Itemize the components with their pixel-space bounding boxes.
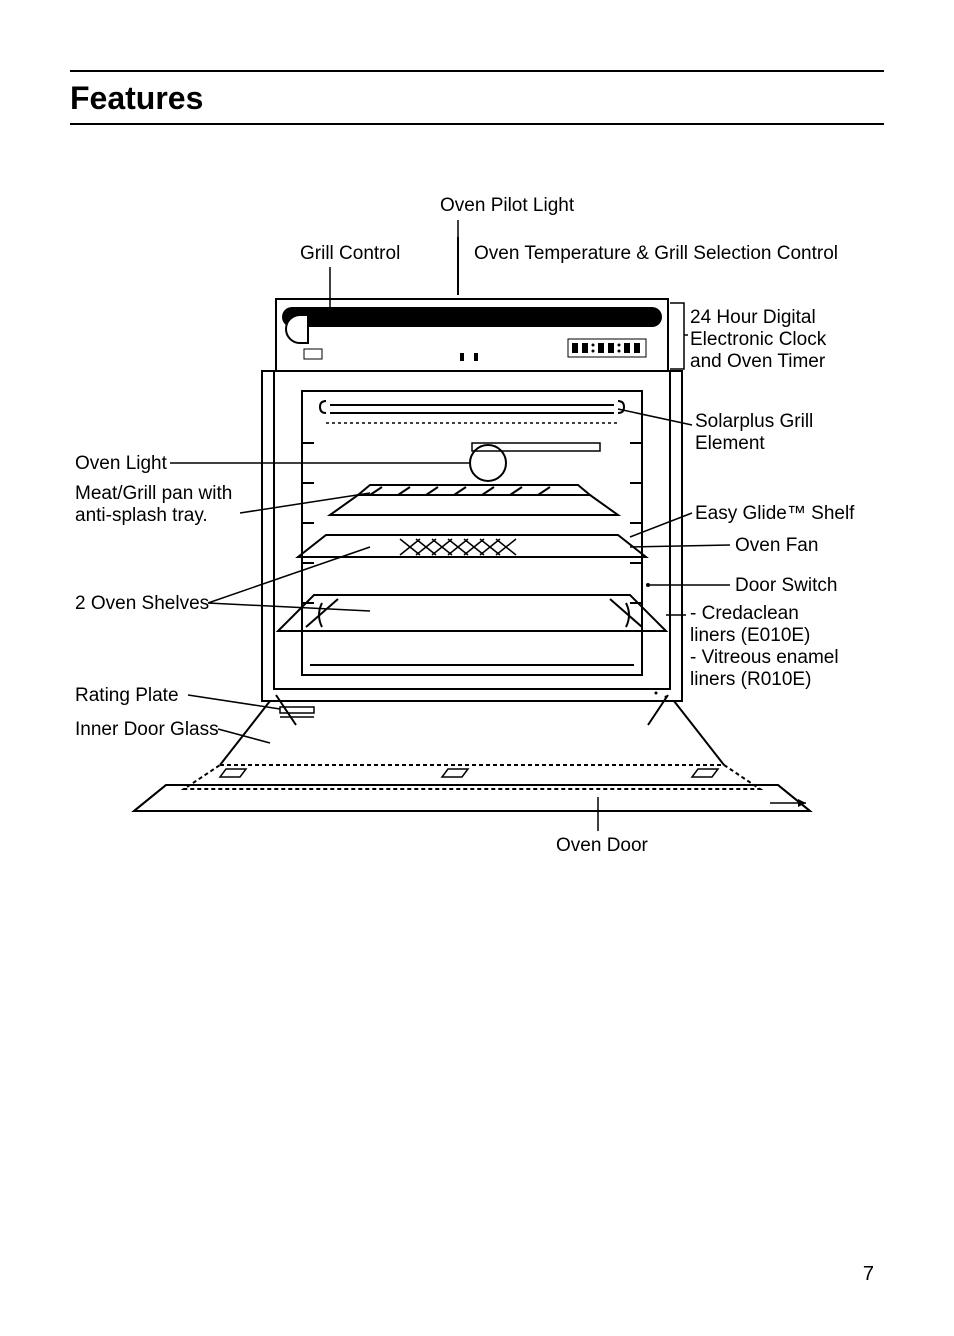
oven-diagram: Oven Pilot Light Grill Control Oven Temp… xyxy=(70,195,884,915)
page-number: 7 xyxy=(863,1263,874,1286)
oven-svg xyxy=(70,195,884,915)
top-rule xyxy=(70,70,884,72)
under-heading-rule xyxy=(70,123,884,125)
page-heading: Features xyxy=(70,80,884,117)
